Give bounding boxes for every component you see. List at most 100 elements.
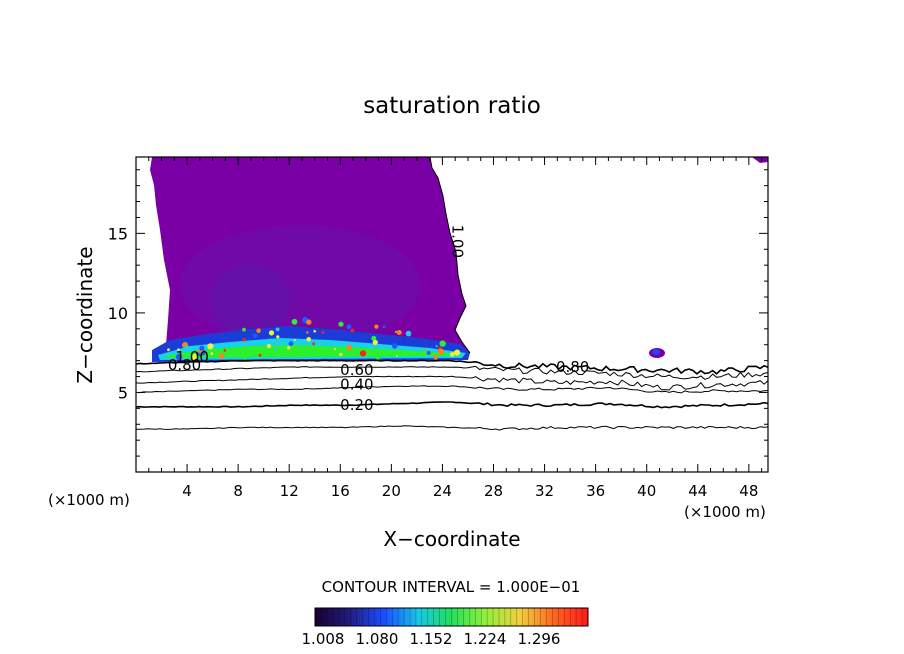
speckle <box>321 331 325 334</box>
contour-lines <box>136 359 768 431</box>
contour-label: 1.00 <box>175 348 208 366</box>
contour-label: 1.00 <box>449 225 467 258</box>
speckle <box>207 343 214 350</box>
speckle <box>242 327 246 332</box>
colorbar <box>314 607 589 627</box>
cloud-boundary-contour <box>429 157 471 354</box>
speckle <box>391 343 398 349</box>
colorbar-stripes <box>320 608 583 626</box>
speckle <box>177 348 180 352</box>
x-tick-label: 12 <box>280 482 299 500</box>
speckle <box>306 319 312 325</box>
colorbar-tick-label: 1.296 <box>518 630 561 648</box>
speckle <box>346 324 352 330</box>
x-tick-label: 36 <box>586 482 605 500</box>
x-tick-label: 16 <box>331 482 350 500</box>
contour-label: 0.20 <box>340 396 373 414</box>
x-unit-label-left: (×1000 m) <box>48 491 130 509</box>
contour-labels: 1.001.000.80 0.800.600.400.20 <box>168 225 590 414</box>
speckle <box>276 335 280 339</box>
contour-line <box>136 365 768 380</box>
contour-label: 0.40 <box>340 375 373 393</box>
contour-line <box>136 401 768 409</box>
speckle <box>268 338 273 343</box>
speckle <box>287 346 291 350</box>
speckle <box>395 354 398 357</box>
speckle <box>414 350 417 353</box>
contour-line <box>136 425 768 431</box>
speckle <box>449 352 455 357</box>
speckle <box>333 348 337 351</box>
y-axis-ticks: 5 10 15 <box>108 169 768 457</box>
x-unit-label-right: (×1000 m) <box>684 503 766 521</box>
detached-cloud-blob-core <box>652 349 660 355</box>
speckle <box>242 354 248 360</box>
contour-line <box>136 359 768 375</box>
x-tick-label: 48 <box>739 482 758 500</box>
y-tick-label: 10 <box>108 304 128 323</box>
speckle <box>266 344 272 349</box>
speckle <box>346 344 353 351</box>
contour-label: 0.80 <box>556 358 589 376</box>
contour-line <box>136 375 768 391</box>
speckle <box>256 328 261 334</box>
speckle <box>405 330 412 337</box>
speckle <box>242 338 246 342</box>
x-tick-label: 40 <box>637 482 656 500</box>
speckle <box>210 352 214 355</box>
contour-interval-label: CONTOUR INTERVAL = 1.000E−01 <box>322 578 581 596</box>
x-tick-label: 8 <box>233 482 243 500</box>
speckle <box>394 330 398 334</box>
cloud-top-right-patch <box>752 157 768 163</box>
chart-title: saturation ratio <box>363 93 541 119</box>
colorbar-tick-label: 1.152 <box>410 630 453 648</box>
speckle <box>306 337 312 342</box>
x-tick-label: 28 <box>484 482 503 500</box>
cloud-base-green <box>165 345 458 358</box>
speckle <box>350 328 355 333</box>
y-tick-label: 5 <box>118 383 128 402</box>
contour-label: 0.80 <box>168 356 201 374</box>
speckle <box>184 345 190 351</box>
speckle <box>275 327 280 332</box>
colorbar-tick-label: 1.008 <box>302 630 345 648</box>
colorbar-tick-label: 1.080 <box>356 630 399 648</box>
speckle <box>313 329 317 333</box>
x-tick-label: 4 <box>182 482 192 500</box>
speckle <box>375 354 381 360</box>
plot-area <box>136 157 768 431</box>
speckle <box>252 333 258 339</box>
speckle <box>374 324 379 329</box>
speckle <box>274 347 278 351</box>
speckle <box>223 349 227 352</box>
speckle <box>439 340 446 347</box>
speckle <box>218 353 225 360</box>
x-axis-ticks: 4 8 12 16 20 24 28 32 36 40 44 48 <box>148 157 763 500</box>
x-tick-label: 20 <box>382 482 401 500</box>
colorbar-labels: 1.008 1.080 1.152 1.224 1.296 <box>302 630 561 648</box>
speckle <box>454 349 461 356</box>
y-axis-title: Z−coordinate <box>73 246 97 383</box>
speckle <box>338 321 344 327</box>
speckle <box>437 348 444 355</box>
contour-line <box>136 385 768 394</box>
x-tick-label: 24 <box>433 482 452 500</box>
speckle <box>293 338 296 341</box>
speckle <box>382 325 386 329</box>
speckle <box>306 331 309 334</box>
x-axis-title: X−coordinate <box>383 527 520 551</box>
speckle <box>268 330 275 336</box>
contour-label: 0.60 <box>340 361 373 379</box>
speckle <box>371 335 377 341</box>
speckle <box>433 355 438 360</box>
plot-frame <box>135 156 769 473</box>
colorbar-tick-label: 1.224 <box>464 630 507 648</box>
speckle <box>339 352 343 357</box>
y-tick-label: 15 <box>108 224 128 243</box>
speckle <box>359 350 367 357</box>
speckle <box>167 348 170 352</box>
speckle <box>291 318 298 325</box>
speckle <box>372 339 378 345</box>
speckle <box>258 353 262 357</box>
